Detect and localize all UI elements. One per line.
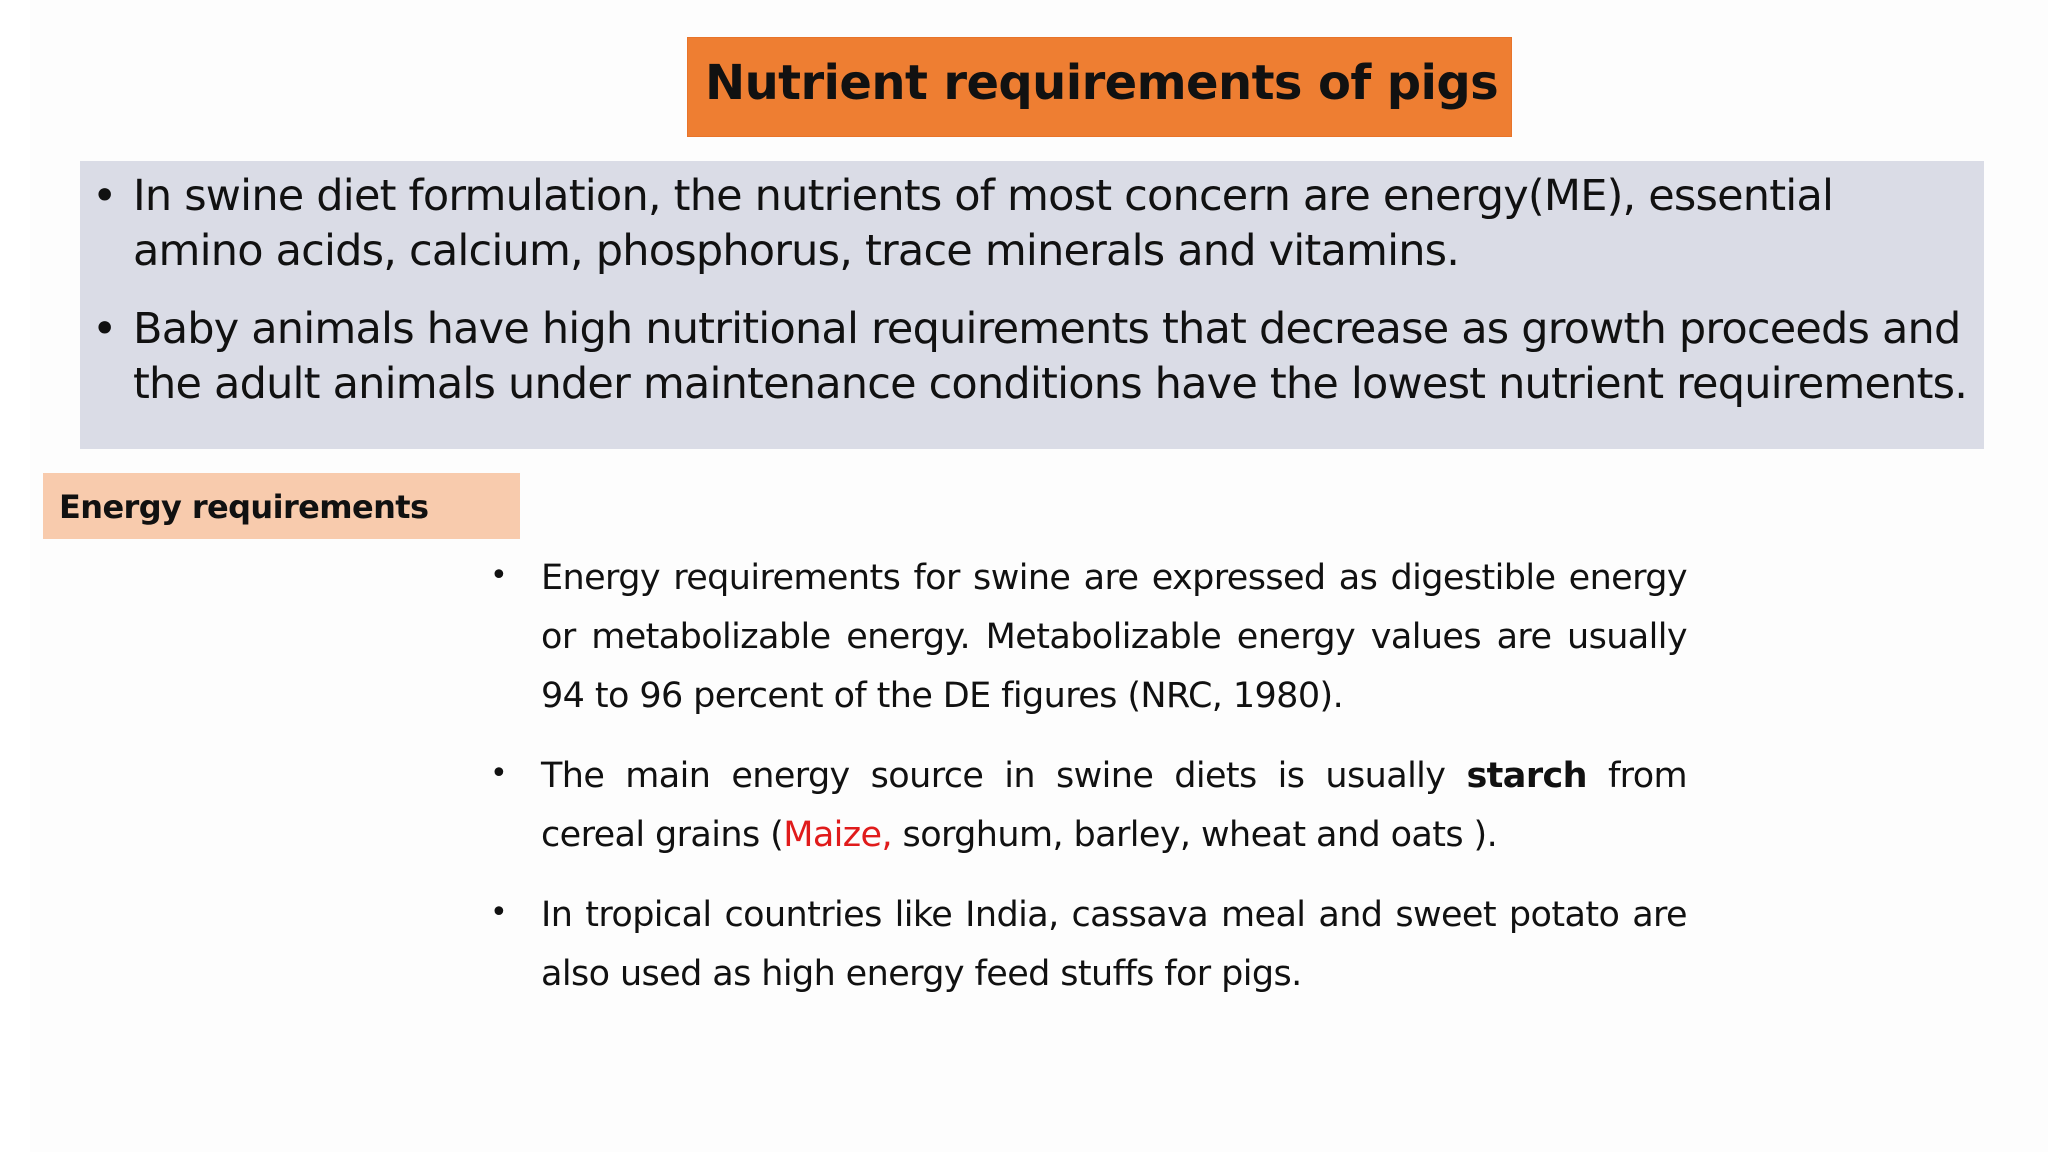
energy-text-line: cereal grains (Maize, sorghum, barley, w… <box>541 813 1687 857</box>
text-run: The main energy source in swine diets is… <box>541 756 1446 796</box>
energy-text-line: The main energy source in swine diets is… <box>541 754 1688 798</box>
bullet-icon: • <box>490 895 508 930</box>
bold-term: starch <box>1466 756 1587 796</box>
bullet-icon: • <box>92 171 117 221</box>
intro-text-line: In swine diet formulation, the nutrients… <box>133 171 1834 221</box>
energy-text-line: In tropical countries like India, cassav… <box>541 895 1688 935</box>
title-box: Nutrient requirements of pigs <box>687 37 1512 137</box>
intro-text-line: the adult animals under maintenance cond… <box>133 359 1968 409</box>
bullet-icon: • <box>490 756 508 791</box>
intro-box: • In swine diet formulation, the nutrien… <box>80 161 1984 449</box>
text-run: cereal grains ( <box>541 815 784 855</box>
text-run: from <box>1607 756 1688 796</box>
slide-title: Nutrient requirements of pigs <box>705 55 1499 111</box>
energy-text-line: or metabolizable energy. Metabolizable e… <box>541 617 1688 657</box>
energy-text-line: 94 to 96 percent of the DE figures (NRC,… <box>541 676 1344 716</box>
bullet-icon: • <box>490 558 508 593</box>
section-heading-box: Energy requirements <box>43 473 520 539</box>
highlighted-term: Maize, <box>783 815 893 855</box>
text-run: sorghum, barley, wheat and oats ). <box>892 815 1498 855</box>
intro-text-line: amino acids, calcium, phosphorus, trace … <box>133 226 1460 276</box>
section-heading: Energy requirements <box>59 488 429 526</box>
energy-text-line: Energy requirements for swine are expres… <box>541 558 1688 598</box>
slide-left-margin <box>0 0 30 1152</box>
intro-text-line: Baby animals have high nutritional requi… <box>133 304 1961 354</box>
bullet-icon: • <box>92 304 117 354</box>
energy-text-line: also used as high energy feed stuffs for… <box>541 954 1302 994</box>
